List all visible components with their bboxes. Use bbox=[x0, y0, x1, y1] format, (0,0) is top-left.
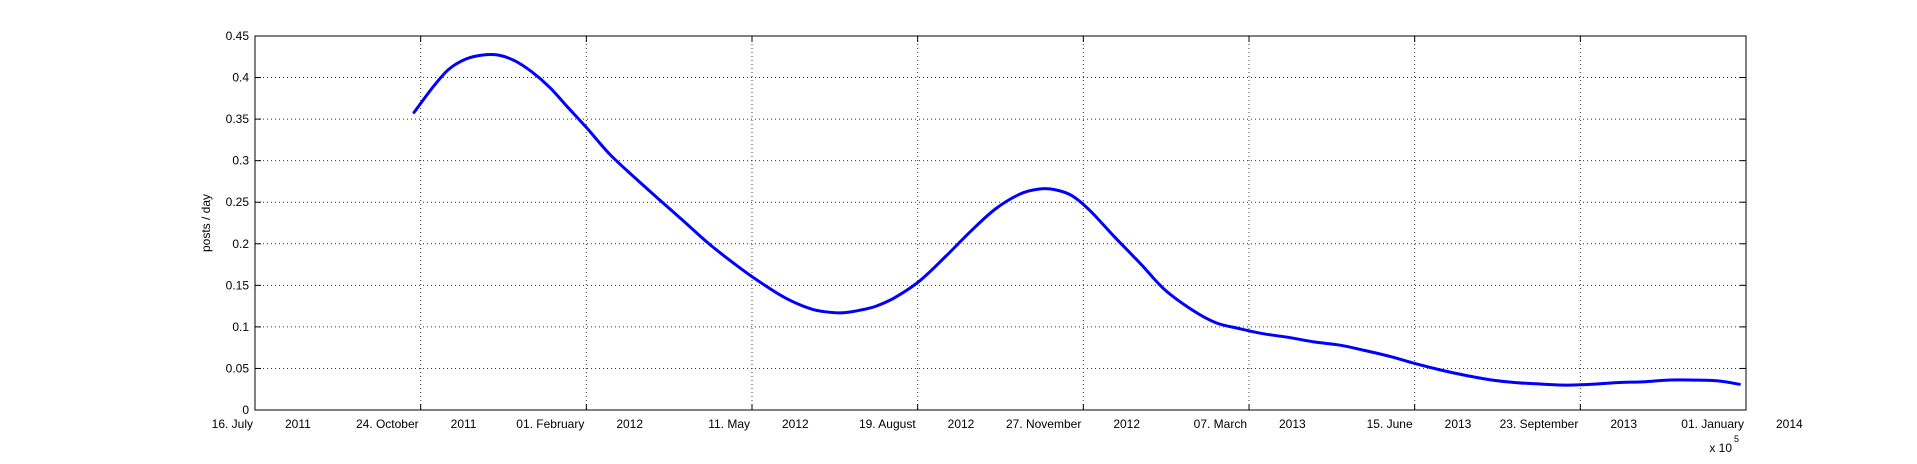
x-exponent-label: x 10 bbox=[1709, 441, 1732, 455]
series-line bbox=[412, 52, 1741, 387]
x-tick-year-label: 2012 bbox=[1113, 417, 1140, 431]
x-tick-label: 16. July bbox=[212, 417, 253, 431]
x-tick-label: 07. March bbox=[1194, 417, 1247, 431]
grid-layer bbox=[255, 36, 1746, 410]
y-tick-label: 0.45 bbox=[226, 29, 250, 43]
y-axis-label: posts / day bbox=[199, 194, 213, 252]
x-tick-year-label: 2011 bbox=[451, 417, 477, 431]
x-tick-year-label: 2013 bbox=[1445, 417, 1472, 431]
y-tick-label: 0.4 bbox=[232, 71, 249, 85]
x-tick-label: 24. October bbox=[356, 417, 419, 431]
tick-layer bbox=[254, 35, 1747, 411]
y-tick-label: 0 bbox=[242, 403, 249, 417]
x-tick-year-label: 2011 bbox=[285, 417, 311, 431]
y-tick-label: 0.15 bbox=[226, 278, 250, 292]
plot-frame bbox=[254, 35, 1747, 411]
x-tick-label: 23. September bbox=[1500, 417, 1579, 431]
x-tick-year-label: 2012 bbox=[616, 417, 643, 431]
y-tick-label: 0.05 bbox=[226, 361, 250, 375]
x-tick-year-label: 2013 bbox=[1610, 417, 1637, 431]
x-tick-label: 19. August bbox=[859, 417, 916, 431]
x-tick-label: 15. June bbox=[1367, 417, 1413, 431]
y-tick-label: 0.2 bbox=[232, 237, 249, 251]
x-exponent-power: 5 bbox=[1734, 434, 1739, 444]
y-tick-label: 0.25 bbox=[226, 195, 250, 209]
x-tick-year-label: 2012 bbox=[948, 417, 975, 431]
x-tick-label: 01. February bbox=[516, 417, 584, 431]
x-tick-year-label: 2012 bbox=[782, 417, 809, 431]
x-tick-label: 01. January bbox=[1681, 417, 1744, 431]
y-tick-label: 0.1 bbox=[232, 320, 249, 334]
x-tick-year-label: 2013 bbox=[1279, 417, 1306, 431]
label-layer: 0 0.05 0.1 0.15 0.2 0.25 0.3 0.35 0.4 0.45 16. Jul… bbox=[199, 29, 1803, 455]
y-tick-label: 0.3 bbox=[232, 154, 249, 168]
x-tick-label: 11. May bbox=[708, 417, 750, 431]
x-tick-year-label: 2014 bbox=[1776, 417, 1803, 431]
series-layer bbox=[412, 52, 1741, 387]
x-tick-label: 27. November bbox=[1006, 417, 1081, 431]
y-tick-label: 0.35 bbox=[226, 112, 250, 126]
